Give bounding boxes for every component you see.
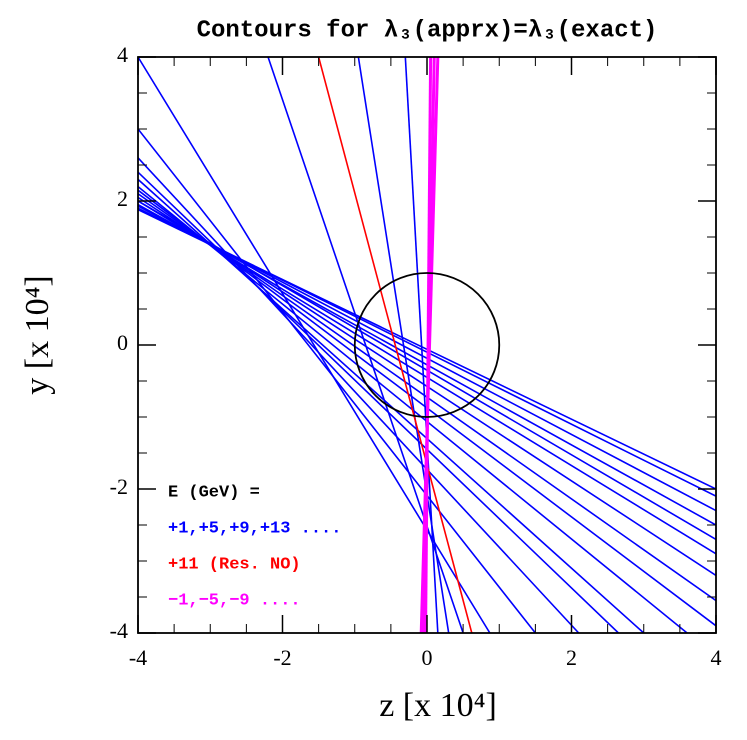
circle	[353, 272, 501, 418]
legend-title: E (GeV) =	[168, 483, 260, 502]
y-tick-label: -2	[110, 474, 128, 499]
y-tick-label: 2	[117, 186, 128, 211]
plot-area	[138, 57, 716, 633]
contour-line	[138, 157, 580, 633]
contour-line	[357, 57, 450, 633]
contour-line	[267, 57, 464, 633]
chart-title: Contours for λ₃(apprx)=λ₃(exact)	[197, 17, 658, 44]
contour-line	[138, 57, 491, 633]
x-tick-label: 0	[422, 645, 433, 670]
contour-line	[404, 57, 439, 633]
contour-line	[419, 57, 440, 633]
x-tick-label: 4	[711, 645, 722, 670]
y-tick-label: 0	[117, 330, 128, 355]
y-tick-label: 4	[117, 42, 128, 67]
x-axis-label: z [x 10⁴]	[379, 687, 497, 724]
x-tick-label: -2	[273, 645, 291, 670]
x-tick-label: -4	[129, 645, 147, 670]
legend-entry: +11 (Res. NO)	[168, 555, 301, 574]
contour-line	[138, 128, 537, 633]
y-tick-label: -4	[110, 618, 128, 643]
x-tick-label: 2	[566, 645, 577, 670]
contour-line	[317, 57, 473, 633]
y-axis-label: y [x 10⁴]	[19, 275, 56, 395]
legend-entry: +1,+5,+9,+13 ....	[168, 519, 341, 538]
legend-entry: −1,−5,−9 ....	[168, 591, 301, 610]
